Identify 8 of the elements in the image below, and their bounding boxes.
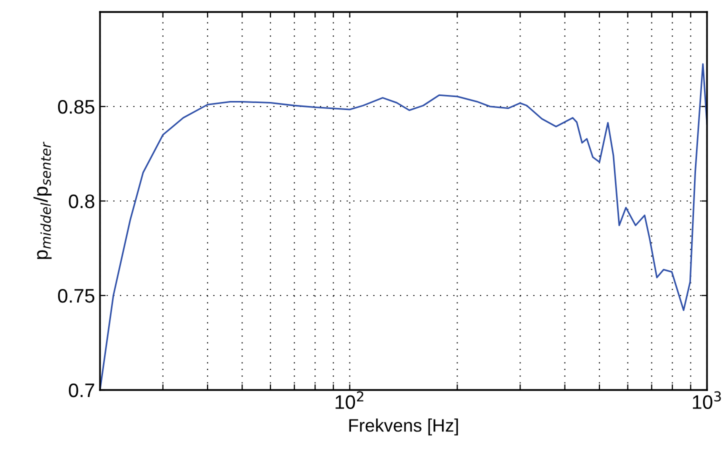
y-axis-title: p$_{middel}$/p$_{senter}$	[33, 142, 52, 259]
y-tick-label: 0.75	[58, 288, 94, 303]
y-tick-label: 0.85	[58, 100, 94, 114]
y-tick-label: 0.8	[68, 194, 94, 208]
x-tick-label: 10$^{3}$	[692, 391, 721, 409]
x-axis-title: Frekvens [Hz]	[349, 418, 458, 436]
x-tick-label: 10$^{2}$	[336, 391, 364, 409]
y-tick-label: 0.7	[68, 383, 94, 398]
